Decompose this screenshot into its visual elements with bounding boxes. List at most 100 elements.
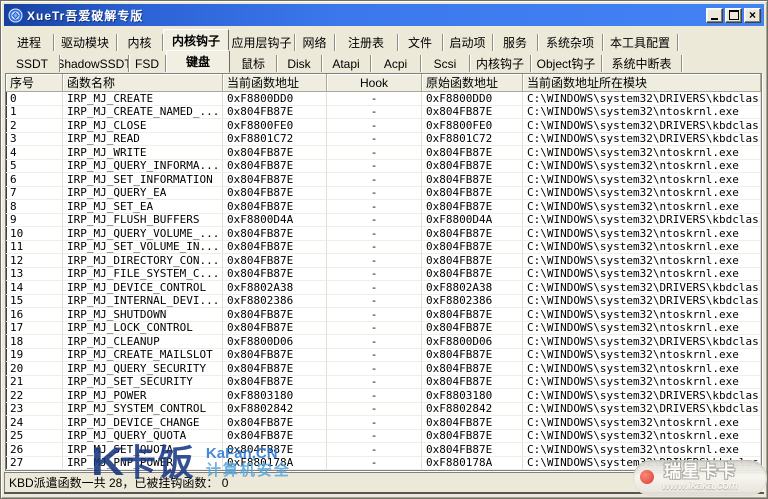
tab-main-0[interactable]: 进程 xyxy=(5,34,54,51)
table-row[interactable]: 3 IRP_MJ_READ 0xF8801C72-0xF8801C72 C:\WIND… xyxy=(6,132,761,146)
cell: - xyxy=(327,213,422,227)
table-row[interactable]: 25 IRP_MJ_QUERY_QUOTA 0x804FB87E -0x804FB87… xyxy=(6,429,761,443)
cell: - xyxy=(327,321,422,335)
cell: 12 xyxy=(6,254,63,268)
cell: C:\WINDOWS\system32\ntoskrnl.exe xyxy=(523,321,761,335)
table-row[interactable]: 12 IRP_MJ_DIRECTORY_CON... 0x804FB87E -0x80… xyxy=(6,254,761,268)
cell: 0x804FB87E xyxy=(422,308,523,322)
tab-main-1[interactable]: 驱动模块 xyxy=(54,34,117,51)
tab-sub-0[interactable]: SSDT xyxy=(5,55,60,72)
keyboard-hook-table: 序号 函数名称 当前函数地址 Hook 原始函数地址 当前函数地址所在模块 0 IRP_MJ… xyxy=(5,73,762,471)
table-row[interactable]: 1 IRP_MJ_CREATE_NAMED_... 0x804FB87E -0x804… xyxy=(6,105,761,119)
cell: 14 xyxy=(6,281,63,295)
table-row[interactable]: 9 IRP_MJ_FLUSH_BUFFERS 0xF8800D4A -0xF8800D… xyxy=(6,213,761,227)
table-row[interactable]: 2 IRP_MJ_CLOSE 0xF8800FE0-0xF8800FE0 C:\WIN… xyxy=(6,119,761,133)
table-row[interactable]: 4 IRP_MJ_WRITE 0x804FB87E -0x804FB87E C:\WIN… xyxy=(6,146,761,160)
tab-main-3[interactable]: 内核钩子 xyxy=(163,29,229,52)
cell: 0xF8800FE0 xyxy=(422,119,523,133)
cell: 15 xyxy=(6,294,63,308)
cell: 0x804FB87E xyxy=(422,362,523,376)
table-row[interactable]: 5 IRP_MJ_QUERY_INFORMA... 0x804FB87E -0x804… xyxy=(6,159,761,173)
tab-sub-4[interactable]: 鼠标 xyxy=(230,55,277,72)
tab-sub-8[interactable]: Scsi xyxy=(421,55,470,72)
cell: IRP_MJ_SET_QUOTA xyxy=(63,443,223,457)
cell: IRP_MJ_SYSTEM_CONTROL xyxy=(63,402,223,416)
minimize-button[interactable] xyxy=(706,7,723,23)
table-row[interactable]: 19 IRP_MJ_CREATE_MAILSLOT 0x804FB87E -0x804… xyxy=(6,348,761,362)
maximize-button[interactable] xyxy=(725,7,742,23)
table-row[interactable]: 24 IRP_MJ_DEVICE_CHANGE 0x804FB87E -0x804FB… xyxy=(6,416,761,430)
tab-main-10[interactable]: 系统杂项 xyxy=(538,34,603,51)
column-header[interactable]: 原始函数地址 xyxy=(422,74,523,92)
cell: 0x804FB87E xyxy=(223,227,327,241)
tab-sub-2[interactable]: FSD xyxy=(129,55,166,72)
cell: 3 xyxy=(6,132,63,146)
cell: IRP_MJ_CREATE xyxy=(63,92,223,106)
cell: 13 xyxy=(6,267,63,281)
cell: 0xF8800DD0 xyxy=(422,92,523,106)
table-row[interactable]: 21 IRP_MJ_SET_SECURITY 0x804FB87E -0x804FB8… xyxy=(6,375,761,389)
tab-sub-5[interactable]: Disk xyxy=(277,55,322,72)
table-row[interactable]: 14 IRP_MJ_DEVICE_CONTROL 0xF8802A38-0xF880… xyxy=(6,281,761,295)
tab-sub-1[interactable]: ShadowSSDT xyxy=(60,55,129,72)
cell: 0x804FB87E xyxy=(422,200,523,214)
cell: C:\WINDOWS\system32\DRIVERS\kbdclass.sys xyxy=(523,335,761,349)
cell: 0xF8802386 xyxy=(422,294,523,308)
cell: 19 xyxy=(6,348,63,362)
tab-sub-11[interactable]: 系统中断表 xyxy=(602,55,682,72)
table-row[interactable]: 20 IRP_MJ_QUERY_SECURITY 0x804FB87E -0x804F… xyxy=(6,362,761,376)
cell: 0x804FB87E xyxy=(223,375,327,389)
column-header[interactable]: 当前函数地址所在模块 xyxy=(523,74,761,92)
table-row[interactable]: 18 IRP_MJ_CLEANUP 0xF8800D06-0xF8800D06 C:\… xyxy=(6,335,761,349)
cell: 0x804FB87E xyxy=(223,429,327,443)
table-row[interactable]: 7 IRP_MJ_QUERY_EA 0x804FB87E -0x804FB87E C:\… xyxy=(6,186,761,200)
tab-main-4[interactable]: 应用层钩子 xyxy=(229,34,295,51)
cell: 9 xyxy=(6,213,63,227)
cell: - xyxy=(327,119,422,133)
table-row[interactable]: 22 IRP_MJ_POWER 0xF8803180-0xF8803180 C:\WI… xyxy=(6,389,761,403)
column-header[interactable]: Hook xyxy=(327,74,422,92)
tab-main-5[interactable]: 网络 xyxy=(295,34,335,51)
column-header[interactable]: 序号 xyxy=(6,74,63,92)
tab-sub-3[interactable]: 键盘 xyxy=(166,50,230,73)
table-row[interactable]: 17 IRP_MJ_LOCK_CONTROL 0x804FB87E -0x804FB8… xyxy=(6,321,761,335)
table-row[interactable]: 15 IRP_MJ_INTERNAL_DEVI... 0xF8802386-0xF8… xyxy=(6,294,761,308)
table-row[interactable]: 13 IRP_MJ_FILE_SYSTEM_C... 0x804FB87E -0x80… xyxy=(6,267,761,281)
cell: C:\WINDOWS\system32\ntoskrnl.exe xyxy=(523,240,761,254)
table-row[interactable]: 6 IRP_MJ_SET_INFORMATION 0x804FB87E -0x804F… xyxy=(6,173,761,187)
cell: - xyxy=(327,146,422,160)
table-row[interactable]: 16 IRP_MJ_SHUTDOWN 0x804FB87E -0x804FB87E C:… xyxy=(6,308,761,322)
tab-main-7[interactable]: 文件 xyxy=(398,34,443,51)
tab-sub-6[interactable]: Atapi xyxy=(322,55,371,72)
table-row[interactable]: 23 IRP_MJ_SYSTEM_CONTROL 0xF8802842-0xF880… xyxy=(6,402,761,416)
cell: 26 xyxy=(6,443,63,457)
table-row[interactable]: 27 IRP_MJ_PNP_POWER 0xF880178A -0xF880178A C… xyxy=(6,456,761,470)
close-button[interactable]: × xyxy=(744,7,761,23)
status-text: KBD派遣函数一共 28，已被挂钩函数： 0 xyxy=(9,476,229,490)
cell: C:\WINDOWS\system32\ntoskrnl.exe xyxy=(523,348,761,362)
cell: 0xF8802A38 xyxy=(422,281,523,295)
tab-main-11[interactable]: 本工具配置 xyxy=(603,34,678,51)
tab-sub-10[interactable]: Object钩子 xyxy=(531,55,602,72)
tab-sub-9[interactable]: 内核钩子 xyxy=(470,55,531,72)
cell: 0xF8802386 xyxy=(223,294,327,308)
titlebar[interactable]: XueTr吾爱破解专版 × xyxy=(4,4,764,26)
table-row[interactable]: 0 IRP_MJ_CREATE 0xF8800DD0-0xF8800DD0 C:\WI… xyxy=(6,92,761,106)
table-row[interactable]: 11 IRP_MJ_SET_VOLUME_IN... 0x804FB87E -0x80… xyxy=(6,240,761,254)
cell: 0x804FB87E xyxy=(223,362,327,376)
tab-main-6[interactable]: 注册表 xyxy=(335,34,398,51)
table-row[interactable]: 26 IRP_MJ_SET_QUOTA 0x804FB87E -0x804FB87E C… xyxy=(6,443,761,457)
cell: C:\WINDOWS\system32\DRIVERS\kbdclass.sys xyxy=(523,119,761,133)
cell: IRP_MJ_CLEANUP xyxy=(63,335,223,349)
tab-main-2[interactable]: 内核 xyxy=(117,34,163,51)
tab-main-8[interactable]: 启动项 xyxy=(443,34,493,51)
column-header[interactable]: 函数名称 xyxy=(63,74,223,92)
tab-sub-7[interactable]: Acpi xyxy=(371,55,421,72)
column-header[interactable]: 当前函数地址 xyxy=(223,74,327,92)
cell: 11 xyxy=(6,240,63,254)
cell: C:\WINDOWS\system32\ntoskrnl.exe xyxy=(523,254,761,268)
table-row[interactable]: 8 IRP_MJ_SET_EA 0x804FB87E -0x804FB87E C:\WI… xyxy=(6,200,761,214)
cell: IRP_MJ_QUERY_SECURITY xyxy=(63,362,223,376)
table-row[interactable]: 10 IRP_MJ_QUERY_VOLUME_... 0x804FB87E -0x80… xyxy=(6,227,761,241)
tab-main-9[interactable]: 服务 xyxy=(493,34,538,51)
